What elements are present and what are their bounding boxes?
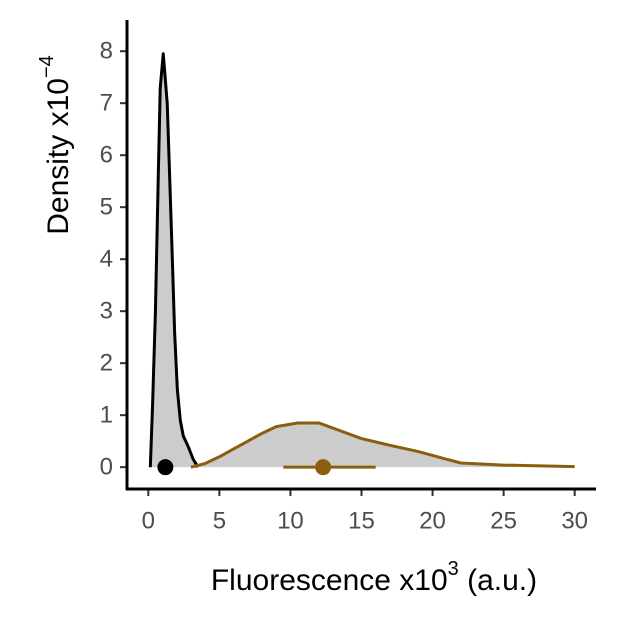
x-tick-label: 5: [213, 507, 226, 534]
point-estimate: [157, 459, 174, 476]
x-tick-label: 20: [419, 507, 446, 534]
y-tick-label: 4: [100, 246, 113, 273]
density-area: [150, 53, 199, 468]
x-title-suffix: (a.u.): [459, 564, 537, 597]
y-tick-label: 7: [100, 90, 113, 117]
y-tick-label: 0: [100, 454, 113, 481]
y-axis-title: Density x10−4: [36, 55, 75, 235]
y-title-exponent: −4: [36, 55, 58, 78]
x-tick-label: 0: [142, 507, 155, 534]
x-axis-title: Fluorescence x103 (a.u.): [211, 558, 537, 597]
x-tick-label: 25: [490, 507, 517, 534]
density-line: [148, 52, 200, 468]
x-title-exponent: 3: [448, 558, 459, 580]
x-tick-label: 15: [348, 507, 375, 534]
density-line: [190, 421, 575, 469]
y-tick-label: 6: [100, 142, 113, 169]
y-tick-label: 3: [100, 298, 113, 325]
x-tick-label: 10: [277, 507, 304, 534]
y-tick-label: 1: [100, 402, 113, 429]
x-tick-label: 30: [561, 507, 588, 534]
y-tick-label: 5: [100, 194, 113, 221]
y-tick-label: 8: [100, 38, 113, 65]
y-title-text: Density x10: [42, 78, 75, 235]
y-tick-label: 2: [100, 350, 113, 377]
x-title-text: Fluorescence x10: [211, 564, 448, 597]
point-estimate: [315, 459, 332, 476]
